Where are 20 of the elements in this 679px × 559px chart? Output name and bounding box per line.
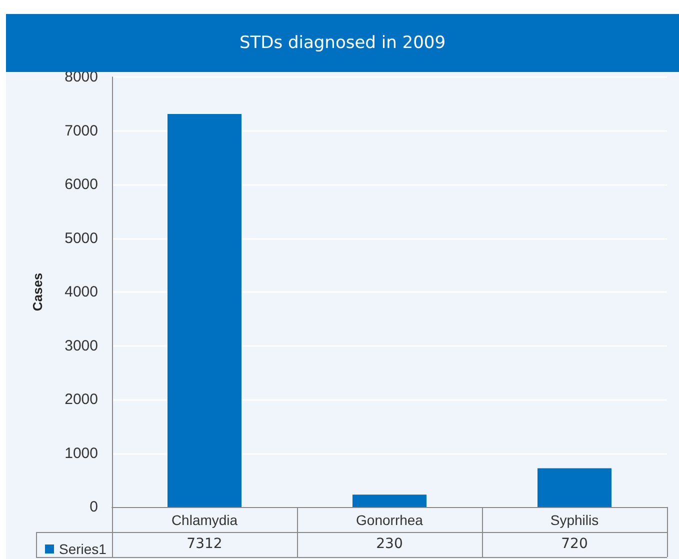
y-tick-label: 3000 [64, 337, 98, 354]
y-tick-label: 0 [90, 498, 98, 516]
y-tick-label: 6000 [64, 176, 98, 193]
bar [168, 114, 242, 507]
data-label: 720 [560, 536, 589, 552]
y-tick-label: 5000 [64, 230, 98, 247]
y-tick-label: 7000 [64, 122, 98, 140]
legend-label: Series1 [59, 541, 107, 557]
x-tick-label: Gonorrhea [356, 512, 424, 528]
data-label: 7312 [186, 536, 224, 552]
y-axis-title: Cases [30, 272, 45, 312]
bar [352, 494, 426, 507]
y-tick-label: 2000 [64, 391, 98, 408]
y-tick-label: 1000 [64, 444, 98, 462]
x-tick-label: Chlamydia [171, 512, 238, 528]
chart-title: STDs diagnosed in 2009 [239, 33, 446, 53]
x-tick-label: Syphilis [550, 512, 599, 528]
data-label: 230 [375, 536, 404, 552]
y-tick-label: 4000 [64, 284, 98, 300]
bar [538, 468, 612, 507]
